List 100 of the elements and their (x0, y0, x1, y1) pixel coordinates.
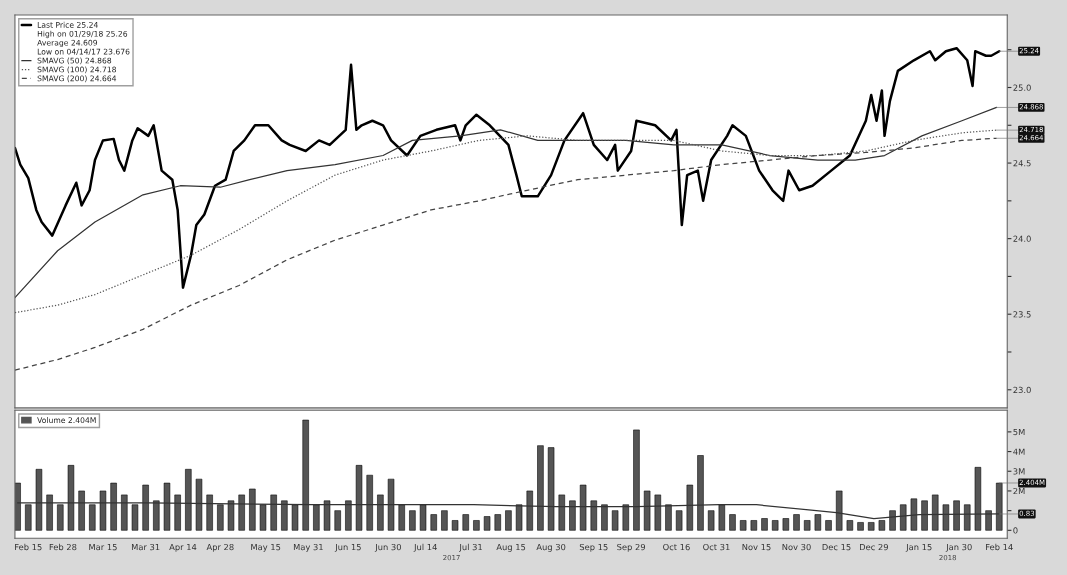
bar (494, 514, 501, 531)
bar (974, 467, 982, 531)
bar (89, 504, 96, 531)
x-tick-label: Dec 29 (860, 543, 888, 551)
bar (601, 504, 608, 531)
bar (355, 465, 363, 531)
bar (910, 498, 918, 531)
bar (78, 490, 85, 531)
bar (953, 500, 960, 531)
x-tick-label: Mar 15 (89, 544, 117, 551)
x-tick-label: Jan 15 (905, 544, 932, 552)
line-series (16, 502, 1000, 520)
y-tick-label: 24.5 (1013, 160, 1031, 167)
bar (729, 514, 736, 531)
bar (291, 504, 299, 531)
y-tick-label: 23.5 (1013, 311, 1031, 318)
bar (153, 500, 160, 531)
bar (803, 520, 811, 531)
bar (750, 520, 758, 531)
bar (142, 484, 149, 531)
bar (281, 500, 288, 531)
bar (483, 516, 491, 531)
y-tick-label: 23.0 (1013, 386, 1031, 394)
x-tick-label: Feb 28 (49, 543, 77, 551)
bar (814, 514, 822, 531)
bar (302, 419, 309, 531)
bar (558, 494, 565, 531)
bar (259, 504, 267, 531)
x-tick-label: Apr 14 (169, 544, 197, 552)
bar (110, 482, 117, 531)
bar (313, 504, 320, 531)
bar (334, 510, 341, 531)
bar (633, 429, 640, 531)
bar (846, 520, 854, 531)
bar (238, 494, 245, 531)
bar (857, 522, 864, 531)
bar (99, 490, 107, 531)
x-tick-label: Nov 15 (742, 544, 771, 551)
bar (547, 447, 555, 531)
bar (654, 494, 662, 531)
bar (67, 465, 75, 531)
bar (665, 504, 672, 531)
line-series (14, 106, 998, 299)
bar (761, 518, 768, 531)
y-tick-label: 24.0 (1013, 235, 1031, 242)
y-tick-label: 0 (1013, 527, 1018, 534)
x-tick-label: Apr 28 (206, 543, 234, 552)
bar (579, 484, 587, 531)
bar (515, 504, 523, 531)
line-series (14, 137, 998, 371)
bar (387, 478, 395, 531)
bar (782, 518, 790, 531)
bar (622, 504, 630, 531)
bar (377, 494, 384, 531)
bar (174, 494, 181, 531)
bar (398, 504, 405, 531)
bar (473, 520, 480, 531)
x-tick-label: Jul 14 (413, 543, 437, 552)
x-tick-label: Nov 30 (782, 543, 811, 551)
x-tick-label: Sep 29 (617, 543, 646, 552)
bar (643, 490, 651, 531)
bar (996, 482, 1003, 531)
bar (718, 504, 726, 531)
bar (227, 500, 235, 531)
bar (345, 500, 352, 531)
x-tick-label: Jun 15 (334, 544, 361, 552)
bar (46, 494, 53, 531)
x-tick-label: Sep 15 (579, 543, 608, 552)
bar (163, 482, 171, 531)
x-tick-label: Oct 31 (703, 543, 730, 551)
x-tick-label: Mar 31 (131, 543, 160, 551)
bar (249, 488, 256, 531)
bar (430, 514, 437, 531)
bar (57, 504, 64, 531)
bar (739, 520, 747, 531)
bar (35, 469, 43, 531)
bar (185, 469, 192, 531)
bar (793, 514, 800, 531)
bar (825, 520, 832, 531)
bar (323, 500, 331, 531)
bar (206, 494, 213, 531)
bar (878, 520, 886, 531)
bar (771, 520, 779, 531)
bar (25, 504, 32, 531)
x-tick-label: May 15 (251, 544, 281, 552)
x-tick-label: May 31 (293, 543, 323, 552)
bar (921, 500, 928, 531)
bar (867, 522, 875, 531)
line-series (14, 129, 998, 314)
x-tick-label: Aug 15 (496, 544, 526, 552)
bar (835, 490, 843, 531)
bar (697, 455, 704, 531)
y-tick-label: 4M (1013, 448, 1025, 455)
bar (419, 504, 427, 531)
x-tick-label: Dec 15 (822, 544, 851, 551)
x-tick-label: Feb 14 (986, 543, 1013, 551)
bar (675, 510, 683, 531)
bar (451, 520, 459, 531)
bar (409, 510, 416, 531)
bar (441, 510, 448, 531)
